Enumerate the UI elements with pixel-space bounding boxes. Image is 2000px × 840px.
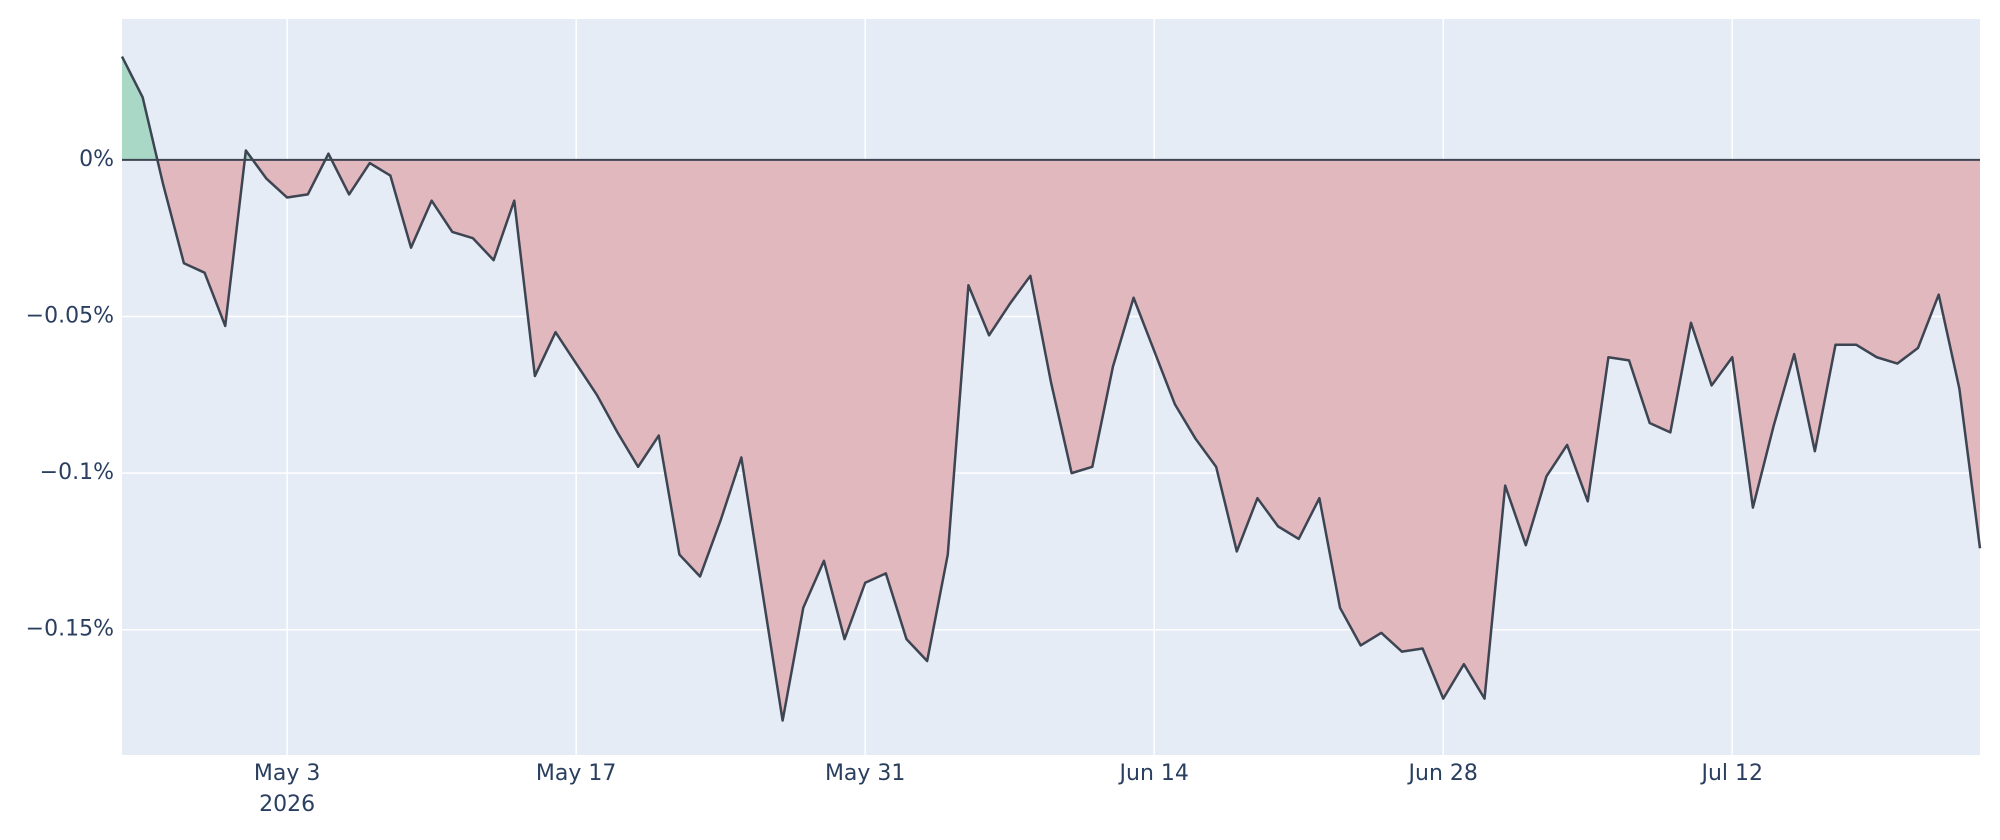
y-tick-label: 0%: [79, 147, 114, 172]
line: [120, 56, 1982, 722]
negative-area: [157, 159, 1980, 721]
x-tick-label: May 31: [825, 761, 905, 786]
y-tick-label: −0.1%: [40, 460, 114, 485]
x-tick-label: Jun 14: [1118, 761, 1189, 786]
y-tick-label: −0.15%: [26, 617, 114, 642]
x-tick-label: May 17: [536, 761, 616, 786]
x-tick-label: Jun 28: [1407, 761, 1478, 786]
x-tick-label: May 3: [254, 761, 320, 786]
y-tick-label: −0.05%: [26, 304, 114, 329]
x-tick-label: Jul 12: [1700, 761, 1764, 786]
x-tick-year: 2026: [259, 792, 315, 817]
